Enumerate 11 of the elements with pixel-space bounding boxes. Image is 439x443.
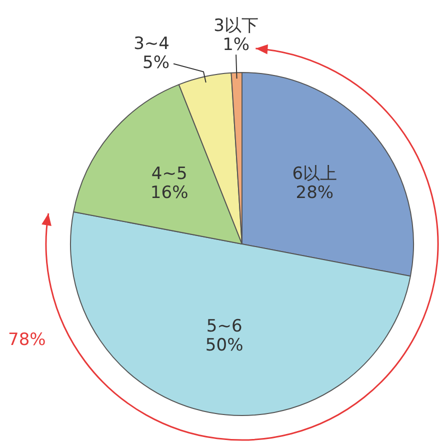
text: 78% xyxy=(8,330,46,350)
data-label: 1% xyxy=(222,35,250,56)
slice-label: 3~4 xyxy=(134,34,170,54)
data-label: 50% xyxy=(205,336,244,356)
slice-label: 4~5 xyxy=(151,164,188,184)
data-label: 28% xyxy=(296,182,334,203)
data-label: 16% xyxy=(150,182,188,203)
slice-label: 6以上 xyxy=(292,164,338,184)
data-label: 5% xyxy=(142,53,170,74)
slice-label: 3以下 xyxy=(214,16,258,36)
slice-label: 5~6 xyxy=(206,316,242,337)
